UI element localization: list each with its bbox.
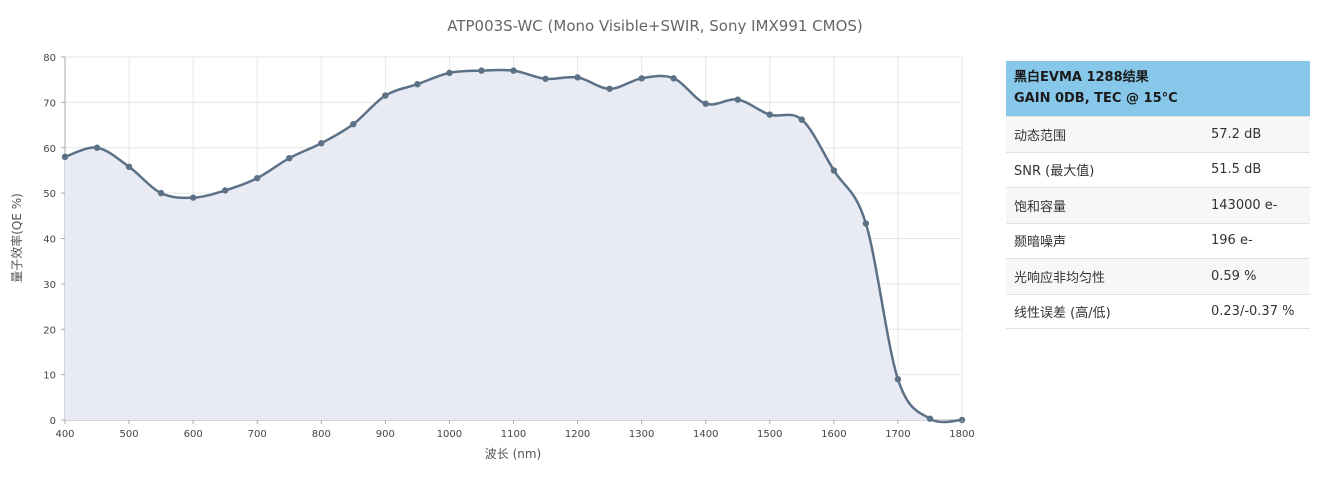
qe-data-point[interactable] xyxy=(798,116,806,123)
x-tick-label: 700 xyxy=(248,429,267,440)
spec-label: 颞暗噪声 xyxy=(1014,235,1067,251)
qe-data-point[interactable] xyxy=(286,154,293,162)
qe-data-point[interactable] xyxy=(414,81,421,88)
qe-data-point[interactable] xyxy=(574,74,581,81)
spec-row-prnu: 光响应非均匀性 0.59 % xyxy=(1006,258,1310,294)
spec-row-dynamic-range: 动态范围 57.2 dB xyxy=(1006,116,1310,152)
spec-value: 0.23/-0.37 % xyxy=(1211,303,1295,319)
y-tick-label: 0 xyxy=(50,416,56,427)
qe-data-point[interactable] xyxy=(926,415,934,422)
qe-data-point[interactable] xyxy=(61,153,69,161)
x-axis-label: 波长 (nm) xyxy=(485,447,541,461)
qe-data-point[interactable] xyxy=(894,375,902,383)
y-axis-label: 量子效率(QE %) xyxy=(9,193,24,283)
qe-data-point[interactable] xyxy=(221,187,229,194)
qe-data-point[interactable] xyxy=(382,92,389,99)
spec-table-header: 黑白EVMA 1288结果 GAIN 0DB, TEC @ 15°C xyxy=(1006,61,1310,116)
spec-row-saturation: 饱和容量 143000 e- xyxy=(1006,187,1310,223)
y-tick-label: 70 xyxy=(43,98,56,109)
x-tick-label: 800 xyxy=(312,429,331,440)
y-tick-label: 60 xyxy=(43,144,56,155)
x-tick-label: 1100 xyxy=(501,429,526,440)
spec-row-linearity: 线性误差 (高/低) 0.23/-0.37 % xyxy=(1006,293,1310,329)
chart-area xyxy=(64,68,963,424)
qe-data-point[interactable] xyxy=(254,174,261,182)
qe-data-point[interactable] xyxy=(638,75,645,82)
qe-data-point[interactable] xyxy=(125,163,133,171)
spec-value: 51.5 dB xyxy=(1211,162,1262,178)
y-tick-label: 40 xyxy=(43,235,56,246)
spec-label: 动态范围 xyxy=(1014,128,1067,144)
qe-data-point[interactable] xyxy=(350,120,357,128)
x-tick-label: 600 xyxy=(184,429,203,440)
qe-data-point[interactable] xyxy=(189,194,197,201)
qe-data-point[interactable] xyxy=(542,75,549,82)
qe-chart: ATP003S-WC (Mono Visible+SWIR, Sony IMX9… xyxy=(9,17,975,461)
x-tick-label: 1200 xyxy=(565,429,590,440)
chart-ticks: 400 500 600 700 800 900 1000 1100 1200 1300 1400 15… xyxy=(43,53,974,440)
qe-data-point[interactable] xyxy=(510,67,517,74)
chart-points xyxy=(61,67,966,424)
x-tick-label: 1500 xyxy=(757,429,782,440)
y-tick-label: 30 xyxy=(43,280,56,291)
chart-title: ATP003S-WC (Mono Visible+SWIR, Sony IMX9… xyxy=(447,17,863,35)
x-tick-label: 1600 xyxy=(821,429,846,440)
spec-value: 0.59 % xyxy=(1211,268,1257,284)
qe-data-point[interactable] xyxy=(318,140,325,147)
qe-data-point[interactable] xyxy=(93,144,101,151)
spec-label: 光响应非均匀性 xyxy=(1014,270,1106,286)
spec-header-line1: 黑白EVMA 1288结果 xyxy=(1014,70,1149,85)
qe-area-fill xyxy=(65,69,962,423)
y-tick-label: 20 xyxy=(43,325,56,336)
x-tick-label: 900 xyxy=(376,429,395,440)
qe-data-point[interactable] xyxy=(446,69,453,77)
qe-data-point[interactable] xyxy=(157,189,165,197)
qe-data-point[interactable] xyxy=(478,67,485,74)
qe-data-point[interactable] xyxy=(862,220,870,227)
spec-header-line2: GAIN 0DB, TEC @ 15°C xyxy=(1014,91,1178,106)
y-tick-label: 50 xyxy=(43,189,56,200)
x-tick-label: 500 xyxy=(120,429,139,440)
y-tick-label: 80 xyxy=(43,53,56,64)
spec-value: 57.2 dB xyxy=(1211,126,1262,142)
qe-data-point[interactable] xyxy=(670,75,677,82)
qe-data-point[interactable] xyxy=(734,96,741,103)
qe-line xyxy=(64,68,963,424)
x-tick-label: 1800 xyxy=(949,429,974,440)
spec-value: 196 e- xyxy=(1211,233,1253,249)
qe-data-point[interactable] xyxy=(766,111,773,118)
spec-label: 饱和容量 xyxy=(1014,199,1067,215)
qe-data-point[interactable] xyxy=(606,85,613,92)
x-tick-label: 1300 xyxy=(629,429,654,440)
spec-table: 黑白EVMA 1288结果 GAIN 0DB, TEC @ 15°C 动态范围 … xyxy=(1006,61,1310,329)
x-tick-label: 400 xyxy=(55,429,74,440)
spec-row-snr: SNR (最大值) 51.5 dB xyxy=(1006,151,1310,187)
x-tick-label: 1700 xyxy=(885,429,910,440)
spec-value: 143000 e- xyxy=(1211,197,1278,213)
spec-label: SNR (最大值) xyxy=(1014,164,1095,180)
qe-data-point[interactable] xyxy=(830,167,838,174)
x-tick-label: 1400 xyxy=(693,429,718,440)
spec-label: 线性误差 (高/低) xyxy=(1014,305,1111,321)
qe-data-point[interactable] xyxy=(702,100,709,107)
spec-row-dark-noise: 颞暗噪声 196 e- xyxy=(1006,222,1310,258)
spec-table-body: 动态范围 57.2 dB SNR (最大值) 51.5 dB 饱和容量 1430… xyxy=(1006,116,1310,329)
y-tick-label: 10 xyxy=(43,371,56,382)
x-tick-label: 1000 xyxy=(437,429,462,440)
